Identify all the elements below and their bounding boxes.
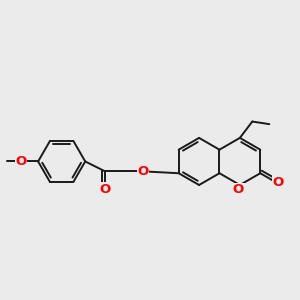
Text: O: O <box>99 183 110 196</box>
Text: O: O <box>137 165 149 178</box>
Text: O: O <box>232 183 244 196</box>
Text: O: O <box>272 176 284 189</box>
Text: O: O <box>16 155 27 168</box>
